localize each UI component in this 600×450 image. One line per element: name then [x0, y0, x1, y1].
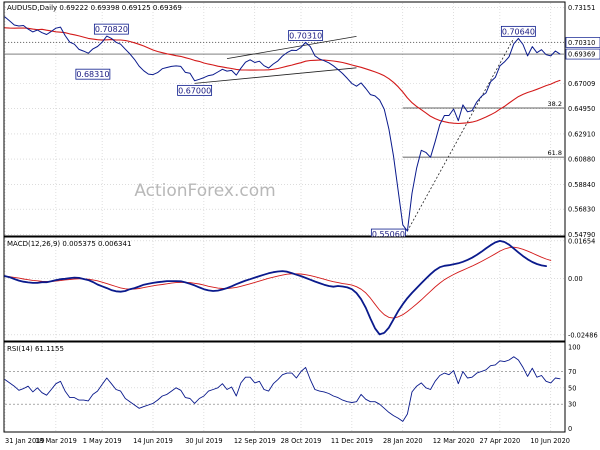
fibonacci-level-label: 61.8	[548, 149, 562, 157]
price-y-tick-label: 0.73151	[568, 4, 595, 12]
rsi-y-tick-label: 70	[568, 368, 576, 376]
rsi-y-tick-label: 50	[568, 384, 576, 392]
price-level-badge	[565, 37, 600, 48]
x-tick-label: 14 Jun 2019	[133, 437, 173, 445]
trendline	[194, 67, 357, 84]
price-y-tick-label: 0.58840	[568, 181, 595, 189]
price-y-tick-label: 0.56830	[568, 206, 595, 214]
price-gridlines	[4, 3, 564, 235]
macd-panel: 0.01654 0.00 -0.02486 MACD(12,26,9) 0.0053…	[3, 236, 598, 342]
rsi-panel-title: RSI(14) 61.1155	[7, 345, 64, 353]
swing-point-label: 0.70640	[502, 27, 535, 36]
macd-panel-frame	[3, 236, 566, 342]
macd-signal-line	[4, 246, 552, 319]
x-tick-label: 12 Sep 2019	[234, 437, 276, 445]
swing-point-label: 0.70310	[289, 31, 322, 40]
macd-line	[4, 239, 547, 336]
swing-point-label: 0.70820	[95, 25, 128, 34]
price-y-tick-label: 0.60880	[568, 156, 595, 164]
macd-y-axis: 0.01654 0.00 -0.02486	[568, 237, 598, 339]
rsi-gridlines	[4, 343, 564, 431]
rsi-y-axis: 100 70 50 30 0	[568, 343, 581, 433]
swing-point-label-box	[75, 68, 111, 80]
rsi-y-tick-label: 100	[568, 343, 581, 351]
price-level-badge-label: 0.70310	[568, 39, 595, 47]
swing-point-label-box	[288, 30, 324, 41]
price-y-axis: 0.73151 0.70310 0.67009 0.64950 0.62910 0.608…	[565, 4, 600, 239]
swing-point-label-box	[500, 25, 536, 37]
price-y-tick-label: 0.67009	[568, 80, 595, 88]
x-tick-label: 28 Jan 2020	[383, 437, 423, 445]
rsi-line	[4, 356, 561, 422]
price-panel: ActionForex.com 38.261.8 0.708200.683100…	[3, 1, 600, 240]
swing-point-label: 0.67000	[178, 86, 211, 95]
x-tick-label: 28 Oct 2019	[281, 437, 322, 445]
rsi-series	[4, 356, 561, 422]
x-tick-label: 10 Jun 2020	[530, 437, 570, 445]
trendline	[407, 38, 515, 232]
x-tick-label: 30 Jul 2019	[185, 437, 222, 445]
macd-y-tick-label: 0.00	[568, 275, 583, 283]
sma-line	[4, 27, 561, 125]
price-y-tick-label: 0.54790	[568, 231, 595, 239]
price-y-tick-label: 0.64950	[568, 105, 595, 113]
price-series	[4, 16, 561, 232]
swing-point-label: 0.68310	[76, 70, 109, 79]
macd-y-tick-label: 0.01654	[568, 237, 595, 245]
price-panel-title: AUDUSD,Daily 0.69222 0.69398 0.69125 0.6…	[7, 4, 182, 12]
rsi-y-tick-label: 0	[568, 425, 572, 433]
x-tick-label: 27 Apr 2020	[479, 437, 520, 445]
fibonacci-level-label: 38.2	[548, 100, 562, 108]
price-level-badge	[565, 48, 600, 60]
x-tick-label: 12 Mar 2020	[433, 437, 475, 445]
price-level-badge-label: 0.69369	[568, 51, 595, 59]
trendline	[226, 35, 357, 60]
macd-y-tick-label: -0.02486	[568, 331, 598, 339]
swing-point-label: 0.55060	[372, 230, 405, 239]
price-panel-frame	[3, 1, 566, 237]
macd-panel-title: MACD(12,26,9) 0.005375 0.006341	[7, 240, 131, 248]
rsi-panel: 100 70 50 30 0 RSI(14) 61.1155	[3, 341, 581, 433]
x-tick-label: 18 Mar 2019	[35, 437, 77, 445]
rsi-y-tick-label: 30	[568, 401, 576, 409]
price-annotations: 0.70820 0.68310 0.67000 0.70310 0.70640 0.550…	[75, 23, 536, 240]
swing-point-label-box	[177, 84, 213, 96]
watermark: ActionForex.com	[134, 181, 275, 201]
macd-series	[4, 239, 552, 336]
price-y-tick-label: 0.62910	[568, 130, 595, 138]
x-tick-label: 31 Jan 2019	[5, 437, 45, 445]
x-tick-label: 11 Dec 2019	[331, 437, 373, 445]
x-tick-label: 1 May 2019	[83, 437, 122, 445]
swing-point-label-box	[93, 23, 129, 35]
rsi-panel-frame	[3, 341, 566, 433]
price-line	[4, 16, 561, 232]
